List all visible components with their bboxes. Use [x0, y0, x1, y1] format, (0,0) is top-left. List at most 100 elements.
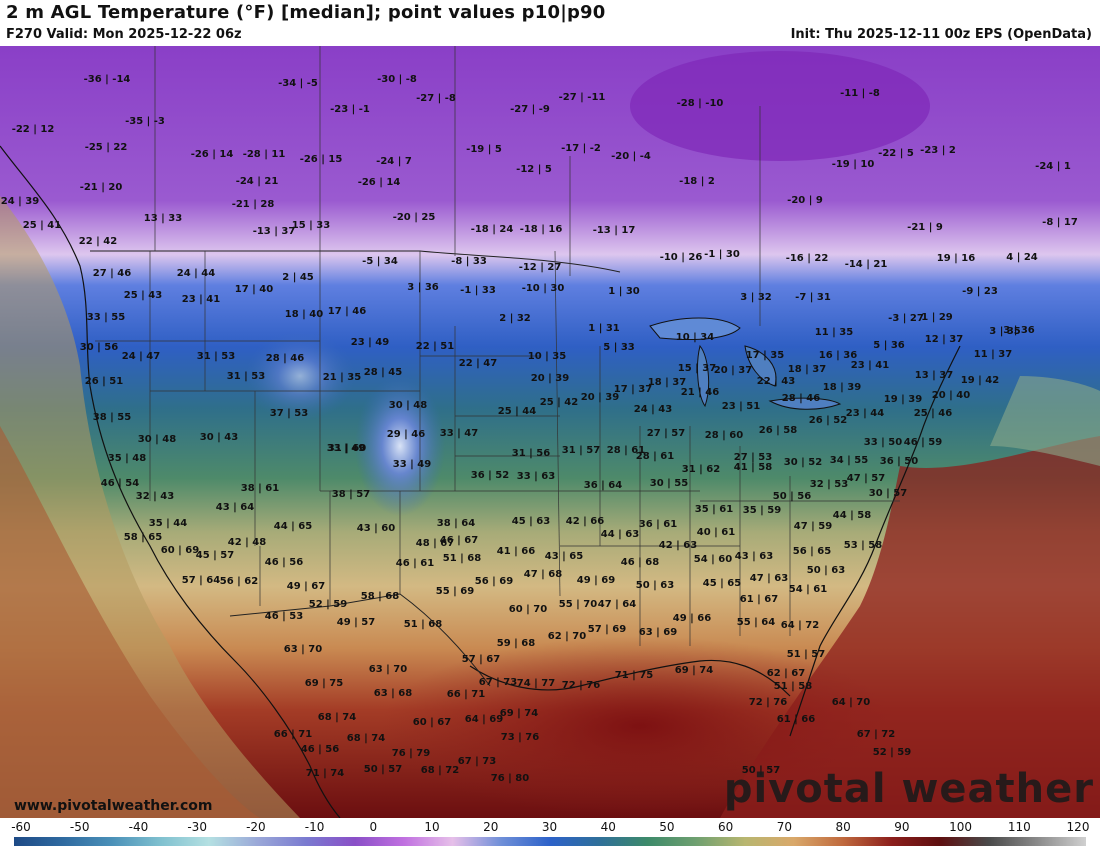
point-value-label: 18 | 39 — [823, 382, 861, 393]
point-value-label: 22 | 51 — [416, 341, 454, 352]
point-value-label: -24 | 1 — [1035, 161, 1071, 172]
point-value-label: 68 | 74 — [347, 733, 385, 744]
point-value-label: 76 | 80 — [491, 773, 529, 784]
point-value-label: 55 | 69 — [436, 586, 474, 597]
point-value-label: 60 | 69 — [161, 545, 199, 556]
point-value-label: 33 | 63 — [517, 471, 555, 482]
point-value-label: 36 | 50 — [880, 456, 918, 467]
point-value-label: -12 | 5 — [516, 164, 552, 175]
point-value-label: 10 | 35 — [528, 351, 566, 362]
colorbar-tick-label: 40 — [600, 820, 616, 834]
point-value-label: 35 | 59 — [743, 505, 781, 516]
website-watermark: www.pivotalweather.com — [14, 798, 213, 814]
point-value-label: 66 | 71 — [274, 729, 312, 740]
point-value-label: 11 | 37 — [974, 349, 1012, 360]
point-value-label: -23 | -1 — [330, 104, 370, 115]
point-value-label: 61 | 66 — [777, 714, 815, 725]
point-value-label: 57 | 69 — [588, 624, 626, 635]
hudson-bay — [630, 51, 930, 161]
point-value-label: 23 | 49 — [351, 337, 389, 348]
point-value-label: -8 | 17 — [1042, 217, 1078, 228]
point-value-label: 63 | 69 — [639, 627, 677, 638]
point-value-label: 49 | 67 — [287, 581, 325, 592]
point-value-label: 56 | 69 — [475, 576, 513, 587]
point-value-label: 58 | 68 — [361, 591, 399, 602]
east-coastline — [789, 345, 961, 737]
colorbar-tick-label: 0 — [369, 820, 378, 834]
point-value-label: 11 | 35 — [815, 327, 853, 338]
point-value-label: 22 | 47 — [459, 358, 497, 369]
colorbar-tick-label: 30 — [541, 820, 558, 834]
point-value-label: 62 | 67 — [767, 668, 805, 679]
point-value-label: 71 | 74 — [306, 768, 344, 779]
point-value-label: 20 | 39 — [581, 392, 619, 403]
point-value-label: 27 | 57 — [647, 428, 685, 439]
point-value-label: 21 | 35 — [323, 372, 361, 383]
point-value-label: 54 | 60 — [694, 554, 732, 565]
colorbar-tick-label: -60 — [11, 820, 31, 834]
point-value-label: 40 | 61 — [697, 527, 735, 538]
point-value-label: 68 | 72 — [421, 765, 459, 776]
point-value-label: 1 | 29 — [921, 312, 953, 323]
point-value-label: -7 | 31 — [795, 292, 831, 303]
colorbar-tick-label: 20 — [483, 820, 499, 834]
map-canvas: -36 | -14 -34 | -5 -30 | -8 -27 | -8 -27 | -… — [0, 46, 1100, 818]
point-value-label: 49 | 57 — [337, 617, 375, 628]
point-value-label: 25 | 44 — [498, 406, 536, 417]
point-value-label: 13 | 33 — [144, 213, 182, 224]
point-value-label: 31 | 60 — [328, 443, 366, 454]
colorbar-tick-label: 50 — [659, 820, 675, 834]
point-value-label: 23 | 41 — [182, 294, 220, 305]
point-value-label: -20 | 9 — [787, 195, 823, 206]
point-value-label: 68 | 74 — [318, 712, 356, 723]
point-value-label: 21 | 46 — [681, 387, 719, 398]
colorbar-tick-label: 90 — [894, 820, 910, 834]
point-value-label: 30 | 56 — [80, 342, 118, 353]
point-value-label: 46 | 56 — [301, 744, 339, 755]
point-value-label: 30 | 48 — [138, 434, 176, 445]
point-value-label: -24 | 21 — [236, 176, 279, 187]
pacific-warm-water — [0, 426, 260, 818]
colorbar-tick-label: 80 — [835, 820, 851, 834]
colorbar-tick-label: 110 — [1007, 820, 1031, 834]
point-value-label: 31 | 53 — [197, 351, 235, 362]
point-values-layer: -36 | -14 -34 | -5 -30 | -8 -27 | -8 -27 | -… — [1, 74, 1078, 784]
point-value-label: 63 | 70 — [284, 644, 322, 655]
point-value-label: -25 | 22 — [85, 142, 128, 153]
point-value-label: 52 | 59 — [873, 747, 911, 758]
point-value-label: 28 | 60 — [705, 430, 743, 441]
point-value-label: 30 | 48 — [389, 400, 427, 411]
point-value-label: 51 | 68 — [443, 553, 481, 564]
point-value-label: 60 | 70 — [509, 604, 547, 615]
point-value-label: 64 | 70 — [832, 697, 870, 708]
point-value-label: 58 | 65 — [124, 532, 162, 543]
point-value-label: 47 | 63 — [750, 573, 788, 584]
point-value-label: 1 | 31 — [588, 323, 620, 334]
point-value-label: 48 | 67 — [416, 538, 454, 549]
point-value-label: -16 | 22 — [786, 253, 829, 264]
point-value-label: -17 | -2 — [561, 143, 601, 154]
point-value-label: 56 | 62 — [220, 576, 258, 587]
point-value-label: 22 | 42 — [79, 236, 117, 247]
point-value-label: 47 | 68 — [524, 569, 562, 580]
point-value-label: 17 | 40 — [235, 284, 273, 295]
point-value-label: 19 | 42 — [961, 375, 999, 386]
init-time: Init: Thu 2025-12-11 00z EPS (OpenData) — [790, 27, 1092, 42]
temperature-map[interactable]: -36 | -14 -34 | -5 -30 | -8 -27 | -8 -27 | -… — [0, 46, 1100, 818]
point-value-label: -30 | -8 — [377, 74, 417, 85]
point-value-label: 3 | 36 — [407, 282, 439, 293]
point-value-label: 10 | 34 — [676, 332, 714, 343]
point-value-label: 55 | 64 — [737, 617, 775, 628]
point-value-label: 56 | 65 — [793, 546, 831, 557]
point-value-label: 50 | 56 — [773, 491, 811, 502]
point-value-label: 35 | 44 — [149, 518, 187, 529]
point-value-label: 2 | 45 — [282, 272, 314, 283]
point-value-label: 16 | 36 — [819, 350, 857, 361]
point-value-label: 44 | 65 — [274, 521, 312, 532]
point-value-label: 49 | 66 — [673, 613, 711, 624]
point-value-label: 2 | 32 — [499, 313, 531, 324]
point-value-label: 17 | 35 — [746, 350, 784, 361]
point-value-label: 33 | 47 — [440, 428, 478, 439]
us-canada-border — [90, 250, 621, 273]
point-value-label: 66 | 71 — [447, 689, 485, 700]
